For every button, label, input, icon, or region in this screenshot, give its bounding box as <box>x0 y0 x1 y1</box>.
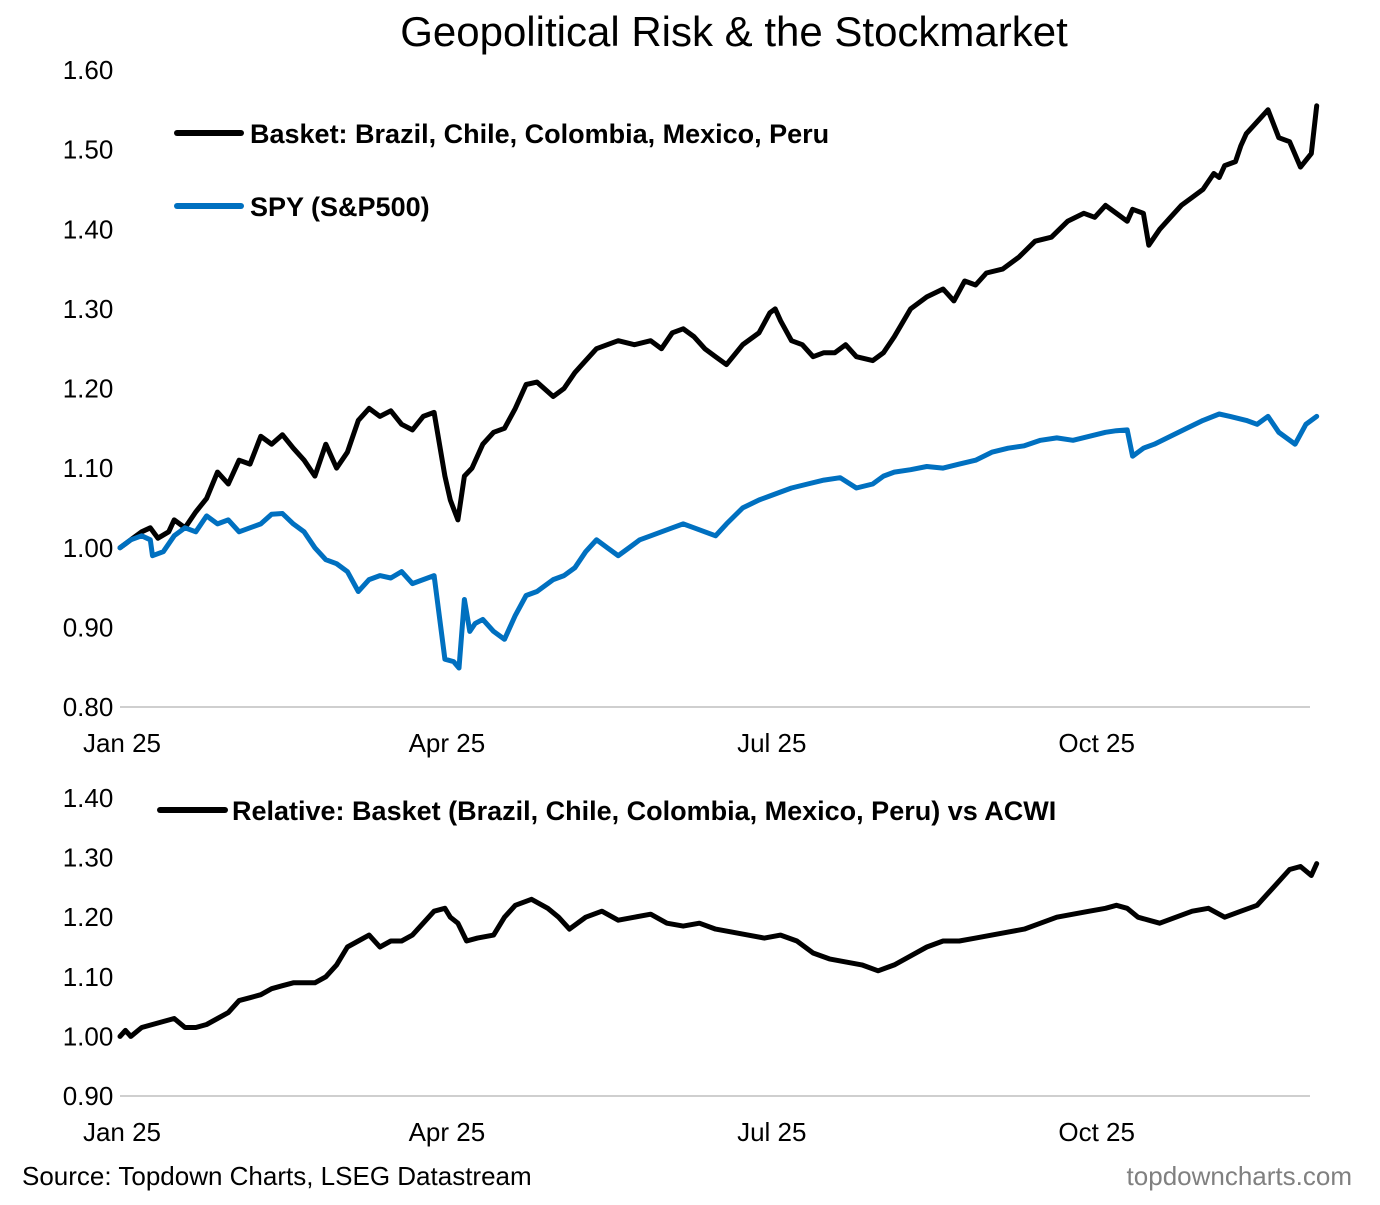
brand-watermark: topdowncharts.com <box>1127 1161 1352 1191</box>
top-x-tick-label: Apr 25 <box>409 728 486 758</box>
top-x-tick-label: Jan 25 <box>83 728 161 758</box>
bottom-y-tick-label: 1.30 <box>63 843 114 873</box>
chart-title: Geopolitical Risk & the Stockmarket <box>400 8 1068 55</box>
source-note: Source: Topdown Charts, LSEG Datastream <box>22 1161 532 1191</box>
top-x-ticks: Jan 25 Apr 25 Jul 25 Oct 25 <box>83 728 1135 758</box>
top-y-tick-label: 1.50 <box>63 135 114 165</box>
top-y-axis: 0.80 0.90 1.00 1.10 1.20 1.30 1.40 1.50 1.60 <box>63 55 114 722</box>
top-y-tick-label: 1.00 <box>63 533 114 563</box>
bottom-x-tick-label: Jul 25 <box>737 1117 806 1147</box>
top-legend: Basket: Brazil, Chile, Colombia, Mexico,… <box>174 119 829 222</box>
legend-label-relative: Relative: Basket (Brazil, Chile, Colombi… <box>232 796 1056 826</box>
bottom-y-tick-label: 1.20 <box>63 902 114 932</box>
bottom-y-tick-label: 0.90 <box>63 1081 114 1111</box>
bottom-series-group <box>117 861 1320 1039</box>
relative-series-line <box>117 861 1320 1039</box>
legend-label-spy: SPY (S&P500) <box>250 192 430 222</box>
bottom-y-tick-label: 1.40 <box>63 783 114 813</box>
bottom-x-ticks: Jan 25 Apr 25 Jul 25 Oct 25 <box>83 1117 1135 1147</box>
top-panel: 0.80 0.90 1.00 1.10 1.20 1.30 1.40 1.50 1.60 Jan… <box>63 55 1320 758</box>
top-y-tick-label: 0.80 <box>63 692 114 722</box>
top-x-tick-label: Oct 25 <box>1058 728 1135 758</box>
bottom-x-tick-label: Oct 25 <box>1058 1117 1135 1147</box>
spy-series-line <box>117 411 1320 671</box>
top-series-group <box>117 103 1320 671</box>
bottom-x-tick-label: Jan 25 <box>83 1117 161 1147</box>
basket-series-line <box>117 103 1320 551</box>
bottom-x-tick-label: Apr 25 <box>409 1117 486 1147</box>
top-y-tick-label: 1.20 <box>63 374 114 404</box>
top-y-tick-label: 1.30 <box>63 294 114 324</box>
bottom-y-axis: 0.90 1.00 1.10 1.20 1.30 1.40 <box>63 783 114 1111</box>
bottom-y-tick-label: 1.10 <box>63 962 114 992</box>
bottom-panel: 0.90 1.00 1.10 1.20 1.30 1.40 Jan 25 Apr 25 Jul… <box>63 783 1320 1147</box>
top-y-tick-label: 1.10 <box>63 453 114 483</box>
bottom-legend: Relative: Basket (Brazil, Chile, Colombi… <box>157 796 1056 826</box>
top-y-tick-label: 1.60 <box>63 55 114 85</box>
top-y-tick-label: 1.40 <box>63 214 114 244</box>
top-y-tick-label: 0.90 <box>63 612 114 642</box>
top-x-tick-label: Jul 25 <box>737 728 806 758</box>
bottom-y-tick-label: 1.00 <box>63 1021 114 1051</box>
legend-label-basket: Basket: Brazil, Chile, Colombia, Mexico,… <box>250 119 829 149</box>
